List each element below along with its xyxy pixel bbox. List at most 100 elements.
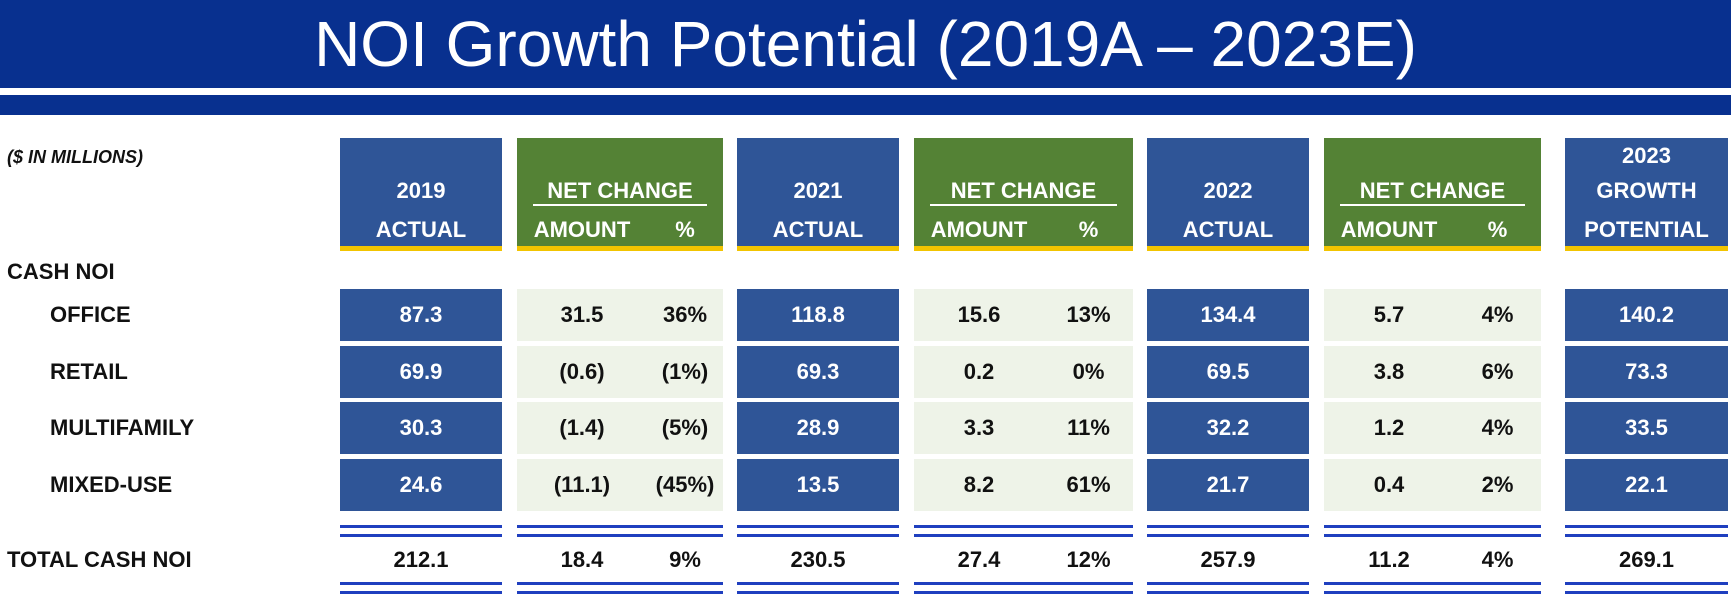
table-cell: 118.8: [737, 289, 899, 341]
header-2023-potential: POTENTIAL: [1584, 217, 1709, 242]
table-cell: 30.3: [340, 402, 502, 454]
change-percent: 4%: [1481, 302, 1514, 327]
change-amount: 31.5: [560, 302, 604, 327]
double-rule: [737, 525, 899, 537]
double-rule: [340, 525, 502, 537]
total-change-percent: 9%: [669, 547, 701, 572]
header-2019-actual: 2019 ACTUAL: [340, 138, 502, 251]
net-change-cell: 5.7 4%: [1324, 289, 1541, 341]
table-cell: 134.4: [1147, 289, 1309, 341]
total-change-amount: 11.2: [1368, 547, 1410, 572]
table-cell: 73.3: [1565, 346, 1728, 398]
change-amount: 15.6: [957, 302, 1001, 327]
total-change-percent: 4%: [1481, 547, 1514, 572]
net-change-label: NET CHANGE: [547, 178, 693, 203]
double-rule: [517, 582, 723, 594]
total-label: TOTAL CASH NOI: [7, 547, 192, 572]
header-net-change-2: NET CHANGE AMOUNT %: [914, 138, 1133, 251]
total-cell: 269.1: [1618, 547, 1675, 572]
table-cell: 22.1: [1565, 459, 1728, 511]
amount-label: AMOUNT: [533, 217, 631, 242]
change-percent: 11%: [1067, 415, 1110, 440]
header-2022-actual: 2022 ACTUAL: [1147, 138, 1309, 251]
double-rule: [914, 582, 1133, 594]
double-rule: [1324, 525, 1541, 537]
net-change-cell: 15.6 13%: [914, 289, 1133, 341]
double-rule: [1565, 525, 1728, 537]
total-cell: 212.1: [393, 547, 449, 572]
change-percent: 0%: [1072, 359, 1105, 384]
net-change-cell: (11.1) (45%): [517, 459, 723, 511]
title-rule: [0, 95, 1731, 115]
table-cell: 24.6: [340, 459, 502, 511]
table-cell: 32.2: [1147, 402, 1309, 454]
change-percent: (45%): [655, 472, 715, 497]
pct-label: %: [1078, 217, 1099, 242]
header-net-change-3: NET CHANGE AMOUNT %: [1324, 138, 1541, 251]
header-2021-actual-label: ACTUAL: [772, 217, 864, 242]
double-rule: [1324, 582, 1541, 594]
total-change-amount: 27.4: [957, 547, 1001, 572]
change-percent: 2%: [1481, 472, 1514, 497]
header-2019-year: 2019: [396, 178, 446, 203]
pct-label: %: [1487, 217, 1508, 242]
double-rule: [1147, 525, 1309, 537]
table-cell: 28.9: [737, 402, 899, 454]
net-change-cell: 0.4 2%: [1324, 459, 1541, 511]
header-2021-year: 2021: [793, 178, 843, 203]
table-cell: 21.7: [1147, 459, 1309, 511]
total-change-percent: 12%: [1066, 547, 1111, 572]
amount-label: AMOUNT: [1340, 217, 1438, 242]
double-rule: [1565, 582, 1728, 594]
change-percent: 36%: [662, 302, 708, 327]
net-change-cell: 3.3 11%: [914, 402, 1133, 454]
total-cell: 257.9: [1200, 547, 1256, 572]
header-net-change-1: NET CHANGE AMOUNT %: [517, 138, 723, 251]
change-percent: 13%: [1066, 302, 1111, 327]
change-percent: 61%: [1066, 472, 1111, 497]
net-change-rule: [1340, 204, 1525, 206]
double-rule: [340, 582, 502, 594]
header-2022-year: 2022: [1203, 178, 1253, 203]
header-2023-growth-potential: 2023 GROWTH POTENTIAL: [1565, 138, 1728, 251]
net-change-label: NET CHANGE: [1359, 178, 1506, 203]
table-cell: 33.5: [1565, 402, 1728, 454]
units-note: ($ IN MILLIONS): [7, 147, 143, 167]
table-cell: 140.2: [1565, 289, 1728, 341]
change-amount: 5.7: [1373, 302, 1405, 327]
net-change-cell: (1.4) (5%): [517, 402, 723, 454]
net-change-label: NET CHANGE: [950, 178, 1097, 203]
double-rule: [517, 525, 723, 537]
net-change-cell: 0.2 0%: [914, 346, 1133, 398]
amount-label: AMOUNT: [930, 217, 1028, 242]
change-percent: 6%: [1481, 359, 1514, 384]
header-2021-actual: 2021 ACTUAL: [737, 138, 899, 251]
change-percent: 4%: [1481, 415, 1514, 440]
change-amount: (0.6): [559, 359, 605, 384]
table-cell: 69.3: [737, 346, 899, 398]
header-2019-actual-label: ACTUAL: [375, 217, 467, 242]
double-rule: [1147, 582, 1309, 594]
double-rule: [737, 582, 899, 594]
header-2023-growth: GROWTH: [1596, 178, 1697, 203]
change-amount: 0.2: [963, 359, 995, 384]
change-amount: 3.8: [1373, 359, 1405, 384]
net-change-cell: (0.6) (1%): [517, 346, 723, 398]
change-percent: (1%): [661, 359, 709, 384]
net-change-cell: 1.2 4%: [1324, 402, 1541, 454]
header-2023-year: 2023: [1622, 143, 1671, 168]
change-amount: 1.2: [1373, 415, 1405, 440]
row-label: MULTIFAMILY: [50, 415, 195, 440]
change-amount: (11.1): [553, 472, 611, 497]
table-cell: 87.3: [340, 289, 502, 341]
row-label: OFFICE: [50, 302, 131, 327]
change-amount: 3.3: [963, 415, 995, 440]
net-change-rule: [930, 204, 1117, 206]
table-cell: 69.9: [340, 346, 502, 398]
net-change-cell: 8.2 61%: [914, 459, 1133, 511]
section-label: CASH NOI: [7, 259, 115, 284]
table-cell: 13.5: [737, 459, 899, 511]
change-percent: (5%): [661, 415, 709, 440]
table-cell: 69.5: [1147, 346, 1309, 398]
total-change-amount: 18.4: [560, 547, 604, 572]
